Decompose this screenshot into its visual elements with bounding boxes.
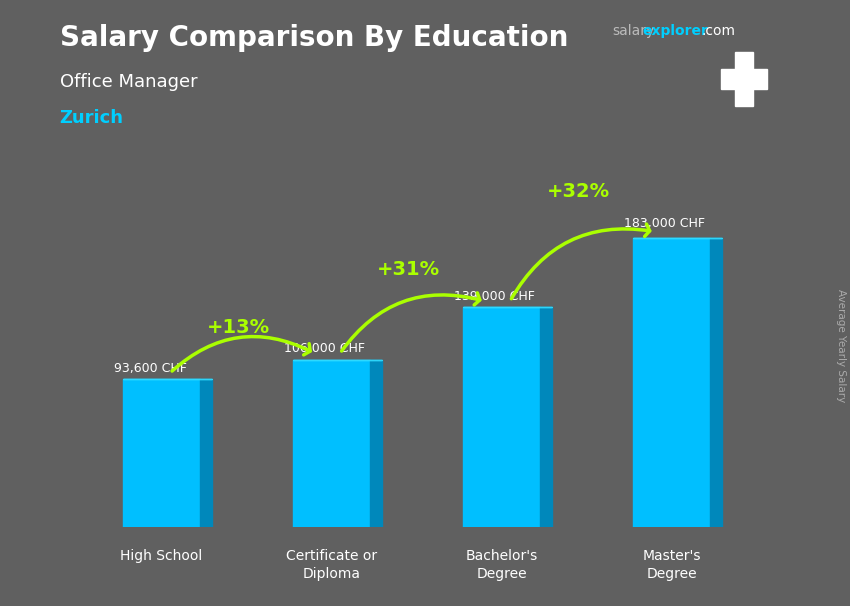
Bar — [734, 52, 753, 106]
Text: Master's
Degree: Master's Degree — [643, 549, 700, 581]
Text: Bachelor's
Degree: Bachelor's Degree — [465, 549, 537, 581]
Polygon shape — [710, 238, 722, 527]
Bar — [293, 359, 370, 527]
Bar — [721, 68, 767, 89]
Text: Office Manager: Office Manager — [60, 73, 197, 91]
Text: 183,000 CHF: 183,000 CHF — [624, 217, 705, 230]
Text: +13%: +13% — [207, 319, 269, 338]
Polygon shape — [540, 307, 552, 527]
Text: explorer: explorer — [643, 24, 708, 38]
Text: salary: salary — [612, 24, 654, 38]
Bar — [463, 307, 540, 527]
Text: 93,600 CHF: 93,600 CHF — [114, 362, 187, 375]
Text: 139,000 CHF: 139,000 CHF — [454, 290, 535, 303]
Text: +31%: +31% — [377, 259, 439, 279]
Text: 106,000 CHF: 106,000 CHF — [284, 342, 365, 355]
Text: Zurich: Zurich — [60, 109, 123, 127]
Text: High School: High School — [121, 549, 202, 563]
Text: Salary Comparison By Education: Salary Comparison By Education — [60, 24, 568, 52]
Bar — [123, 379, 200, 527]
Bar — [633, 238, 710, 527]
Text: Average Yearly Salary: Average Yearly Salary — [836, 289, 846, 402]
Polygon shape — [370, 359, 382, 527]
Text: .com: .com — [701, 24, 735, 38]
Text: Certificate or
Diploma: Certificate or Diploma — [286, 549, 377, 581]
Polygon shape — [200, 379, 212, 527]
Text: +32%: +32% — [547, 182, 609, 201]
